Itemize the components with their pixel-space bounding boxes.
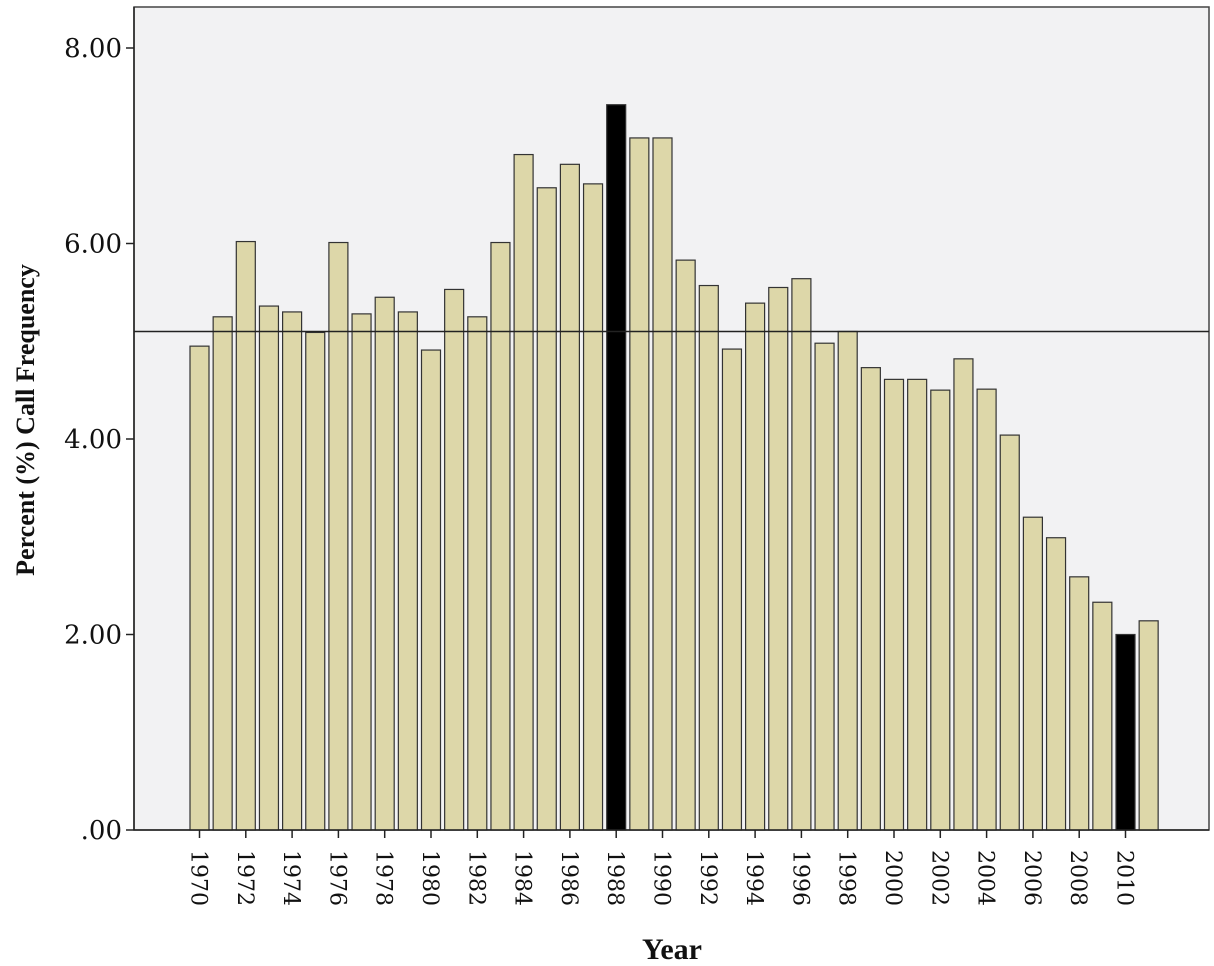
x-tick-label: 2002 xyxy=(926,850,951,906)
x-tick-label: 2006 xyxy=(1019,850,1044,906)
x-tick-label: 1974 xyxy=(278,850,303,906)
x-tick-label: 2010 xyxy=(1112,850,1137,906)
x-tick-label: 1984 xyxy=(510,850,535,906)
x-tick-label: 1992 xyxy=(695,850,720,906)
bar-1994 xyxy=(744,302,766,831)
x-tick-label: 1998 xyxy=(834,850,859,906)
bar-1983 xyxy=(490,241,511,831)
y-tick-label: .00 xyxy=(81,816,122,846)
x-tick-label: 1994 xyxy=(741,850,766,906)
bar-2002 xyxy=(930,389,951,831)
bar-1980 xyxy=(420,349,442,831)
x-tick-label: 2000 xyxy=(880,850,905,906)
x-axis-ticks: 1970 1972 1974 1976 1978 1980 1982 1984 1986 1988… xyxy=(186,830,1137,906)
bar-1976 xyxy=(328,241,349,831)
x-tick-label: 1988 xyxy=(602,850,627,906)
y-tick-label: 8.00 xyxy=(64,34,122,64)
bar-2009 xyxy=(1092,601,1113,831)
bar-2000 xyxy=(883,378,905,831)
bar-1970 xyxy=(189,345,210,831)
bar-2008 xyxy=(1069,576,1090,831)
bar-1972 xyxy=(235,240,256,831)
bar-2001 xyxy=(907,378,928,831)
bar-1993 xyxy=(721,348,743,831)
bar-2003 xyxy=(953,358,974,831)
bar-1982 xyxy=(467,316,488,831)
bar-1981 xyxy=(444,288,465,831)
x-tick-label: 1980 xyxy=(417,850,442,906)
bar-2010 xyxy=(1115,633,1136,831)
bar-1987 xyxy=(582,183,604,831)
bar-1973 xyxy=(258,305,280,831)
x-tick-label: 1996 xyxy=(787,850,812,906)
x-tick-label: 1986 xyxy=(556,850,581,906)
bar-2007 xyxy=(1045,537,1067,831)
bar-1990 xyxy=(652,137,673,831)
bar-1998 xyxy=(837,330,858,831)
y-tick-label: 4.00 xyxy=(64,425,122,455)
y-axis-ticks: .00 2.00 4.00 6.00 8.00 xyxy=(64,34,134,846)
y-axis-title: Percent (%) Call Frequency xyxy=(11,264,40,576)
bar-2011 xyxy=(1138,620,1159,831)
x-tick-label: 1970 xyxy=(186,850,211,906)
y-tick-label: 6.00 xyxy=(64,230,122,260)
x-tick-label: 1972 xyxy=(232,850,257,906)
bar-1977 xyxy=(351,313,372,831)
x-tick-label: 1976 xyxy=(324,850,349,906)
bar-1997 xyxy=(814,342,835,831)
bar-1986 xyxy=(559,163,581,831)
y-tick-label: 2.00 xyxy=(64,621,122,651)
bar-2004 xyxy=(976,388,997,831)
bar-1979 xyxy=(397,311,418,831)
bar-2006 xyxy=(1022,516,1044,831)
bar-1989 xyxy=(629,137,650,831)
x-tick-label: 1978 xyxy=(371,850,396,906)
bar-1995 xyxy=(768,286,789,831)
bar-1971 xyxy=(212,316,233,831)
bar-1991 xyxy=(675,259,696,831)
bar-2005 xyxy=(999,434,1020,831)
bars-group xyxy=(189,104,1159,831)
x-tick-label: 1990 xyxy=(649,850,674,906)
bar-1978 xyxy=(374,296,395,831)
bar-1974 xyxy=(282,311,303,831)
bar-1996 xyxy=(791,278,812,831)
bar-1984 xyxy=(513,153,534,831)
x-tick-label: 2008 xyxy=(1065,850,1090,906)
bar-1975 xyxy=(305,331,326,831)
x-axis-title: Year xyxy=(642,933,702,966)
bar-1988 xyxy=(606,104,627,831)
x-tick-label: 2004 xyxy=(973,850,998,906)
x-tick-label: 1982 xyxy=(463,850,488,906)
bar-1999 xyxy=(860,367,881,831)
bar-1985 xyxy=(536,187,557,831)
bar-1992 xyxy=(698,284,719,831)
